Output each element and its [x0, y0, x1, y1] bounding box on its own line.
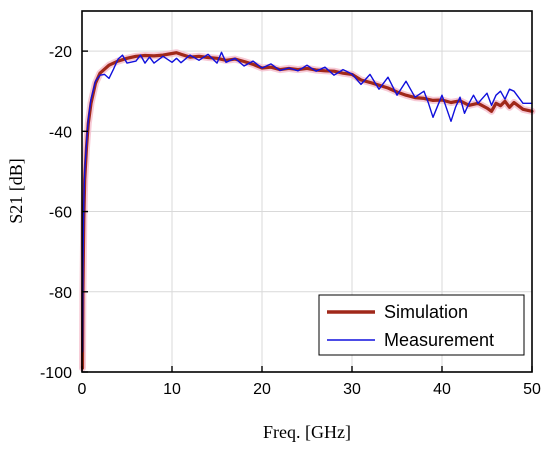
plot-frame: [81, 10, 533, 373]
x-tick-label: 30: [343, 381, 361, 398]
x-tick-label: 10: [163, 381, 181, 398]
legend: Simulation Measurement: [318, 294, 525, 356]
legend-box: [318, 294, 525, 356]
series-line-measurement: [81, 51, 533, 353]
y-tick-label: -40: [49, 124, 72, 141]
y-tick-label: -80: [49, 285, 72, 302]
legend-label-simulation: Simulation: [384, 302, 468, 322]
x-tick-label: 40: [433, 381, 451, 398]
x-tick-label: 20: [253, 381, 271, 398]
x-tick-label: 0: [78, 381, 87, 398]
legend-label-measurement: Measurement: [384, 330, 494, 350]
x-axis-label: Freq. [GHz]: [263, 422, 351, 442]
ticks: 0 10 20 30 40 50 -100 -80 -60 -40 -20: [40, 44, 541, 398]
y-tick-label: -20: [49, 44, 72, 61]
y-tick-label: -60: [49, 205, 72, 222]
y-axis-label: S21 [dB]: [6, 158, 26, 224]
y-tick-label: -100: [40, 365, 72, 382]
x-tick-label: 50: [523, 381, 541, 398]
series-lines: [79, 49, 536, 372]
